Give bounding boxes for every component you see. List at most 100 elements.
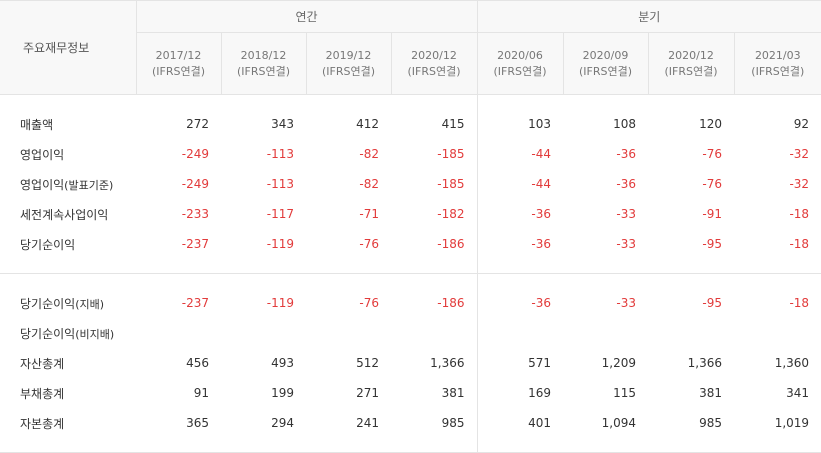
- table-cell: -36: [616, 147, 637, 161]
- table-cell: 169: [476, 378, 564, 408]
- table-cell: 103: [476, 109, 564, 139]
- table-cell: 456: [186, 356, 209, 370]
- column-basis: (IFRS연결): [321, 64, 376, 78]
- table-cell: 115: [613, 386, 637, 400]
- column-header-2020-09: 2020/09 (IFRS연결): [562, 32, 649, 95]
- table-cell: -36: [616, 177, 637, 191]
- column-basis: (IFRS연결): [493, 64, 547, 78]
- table-cell: -18: [789, 296, 810, 310]
- table-cell: -186: [437, 296, 465, 310]
- row-label-suffix: (비지배): [75, 327, 115, 341]
- table-cell: 271: [356, 386, 379, 400]
- table-row: 자본총계 365 294 241 985 401 1,094 985 1,019: [0, 408, 821, 438]
- table-cell: -36: [476, 199, 564, 229]
- column-period: 2020/12: [411, 48, 457, 62]
- table-cell: 985: [699, 416, 723, 430]
- table-cell: -18: [789, 207, 810, 221]
- table-cell: -249: [181, 147, 209, 161]
- table-cell: -44: [476, 139, 564, 169]
- table-cell: 512: [356, 356, 379, 370]
- table-cell: -44: [476, 169, 564, 199]
- table-cell: -76: [702, 177, 723, 191]
- table-cell: 241: [356, 416, 379, 430]
- column-period: 2020/09: [582, 48, 629, 62]
- table-row: 당기순이익 -237 -119 -76 -186 -36 -33 -95 -18: [0, 229, 821, 259]
- column-basis: (IFRS연결): [751, 64, 805, 78]
- column-basis: (IFRS연결): [407, 64, 461, 78]
- row-label: 자본총계: [0, 408, 136, 438]
- table-cell: -185: [437, 147, 465, 161]
- table-cell: -113: [266, 177, 294, 191]
- table-cell: -82: [359, 147, 379, 161]
- table-cell: [734, 318, 821, 348]
- column-basis: (IFRS연결): [664, 64, 718, 78]
- table-cell: -185: [437, 177, 465, 191]
- table-cell: 1,209: [601, 356, 637, 370]
- table-cell: 1,366: [430, 356, 465, 370]
- table-cell: [476, 318, 564, 348]
- row-label-text: 부채총계: [20, 386, 65, 401]
- row-label-text: 당기순이익: [20, 296, 76, 311]
- table-cell: -76: [702, 147, 723, 161]
- table-cell: 571: [476, 348, 564, 378]
- table-row: 매출액 272 343 412 415 103 108 120 92: [0, 109, 821, 139]
- table-cell: -33: [616, 296, 637, 310]
- table-cell: -76: [359, 296, 379, 310]
- table-cell: -186: [437, 237, 465, 251]
- table-cell: 294: [271, 416, 294, 430]
- column-header-2020-12: 2020/12 (IFRS연결): [647, 32, 735, 95]
- table-cell: 401: [476, 408, 564, 438]
- table-cell: [563, 318, 648, 348]
- row-label: 영업이익(발표기준): [0, 169, 136, 199]
- table-cell: [306, 318, 391, 348]
- table-cell: 272: [186, 117, 209, 131]
- table-cell: -117: [266, 207, 294, 221]
- table-cell: 1,019: [774, 416, 810, 430]
- row-label: 세전계속사업이익: [0, 199, 136, 229]
- column-basis: (IFRS연결): [151, 64, 206, 78]
- table-row: 영업이익 -249 -113 -82 -185 -44 -36 -76 -32: [0, 139, 821, 169]
- section-divider: [0, 438, 821, 453]
- table-cell: -18: [789, 237, 810, 251]
- column-period: 2021/03: [754, 48, 801, 62]
- column-header-2019-12: 2019/12 (IFRS연결): [305, 32, 391, 95]
- column-header-2017-12: 2017/12 (IFRS연결): [135, 32, 221, 95]
- table-cell: [221, 318, 306, 348]
- row-label-suffix: (지배): [75, 297, 105, 311]
- row-label: 당기순이익(비지배): [0, 318, 136, 348]
- row-label: 당기순이익(지배): [0, 288, 136, 318]
- row-label: 영업이익: [0, 139, 136, 169]
- table-cell: -36: [476, 229, 564, 259]
- table-cell: -237: [181, 237, 209, 251]
- table-cell: -237: [181, 296, 209, 310]
- table-cell: [136, 318, 221, 348]
- row-label-text: 영업이익: [20, 147, 65, 162]
- table-cell: -33: [616, 207, 637, 221]
- column-period: 2020/06: [497, 48, 543, 62]
- table-cell: 415: [441, 117, 465, 131]
- quarter-group-header: 분기: [476, 0, 821, 33]
- table-cell: -233: [181, 207, 209, 221]
- column-period: 2017/12: [155, 48, 202, 62]
- column-header-2021-03: 2021/03 (IFRS연결): [733, 32, 821, 95]
- table-cell: -113: [266, 147, 294, 161]
- section-spacer: [0, 94, 821, 109]
- table-cell: 341: [786, 386, 810, 400]
- row-label: 당기순이익: [0, 229, 136, 259]
- section-divider: [0, 259, 821, 274]
- table-cell: 381: [441, 386, 465, 400]
- section-spacer: [0, 273, 821, 288]
- row-label: 부채총계: [0, 378, 136, 408]
- table-cell: -119: [266, 237, 294, 251]
- table-cell: 493: [271, 356, 294, 370]
- table-cell: [648, 318, 734, 348]
- table-cell: -82: [359, 177, 379, 191]
- table-cell: -36: [476, 288, 564, 318]
- column-header-2018-12: 2018/12 (IFRS연결): [220, 32, 306, 95]
- row-label: 자산총계: [0, 348, 136, 378]
- table-row: 영업이익(발표기준) -249 -113 -82 -185 -44 -36 -76 -32: [0, 169, 821, 199]
- table-cell: 199: [271, 386, 294, 400]
- table-cell: -91: [702, 207, 723, 221]
- column-period: 2020/12: [668, 48, 714, 62]
